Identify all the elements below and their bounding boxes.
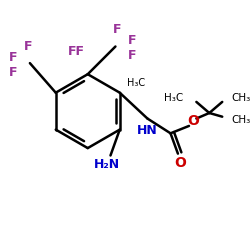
Text: FF: FF: [68, 44, 85, 58]
Text: F: F: [113, 24, 122, 36]
Text: O: O: [188, 114, 200, 128]
Text: CH₃: CH₃: [232, 116, 250, 126]
Text: F: F: [24, 40, 32, 53]
Text: H₂N: H₂N: [94, 158, 120, 171]
Text: CH₃: CH₃: [232, 93, 250, 103]
Text: O: O: [174, 156, 186, 170]
Text: HN: HN: [137, 124, 158, 137]
Text: F: F: [9, 66, 18, 79]
Text: F: F: [128, 34, 136, 48]
Text: F: F: [9, 51, 18, 64]
Text: H₃C: H₃C: [164, 93, 184, 103]
Text: H₃C: H₃C: [127, 78, 145, 88]
Text: F: F: [128, 49, 136, 62]
